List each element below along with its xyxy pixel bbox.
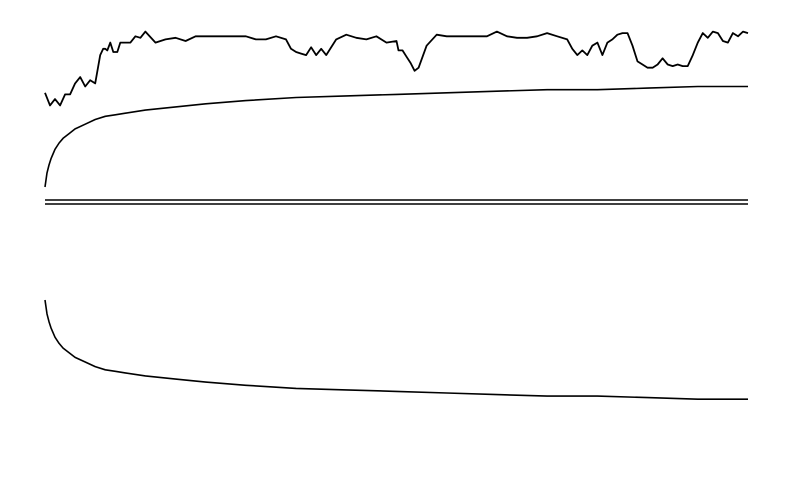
panel-1-series-2-line <box>44 85 748 188</box>
panel-2-series-1-line <box>44 299 748 400</box>
chart-marks <box>44 30 749 400</box>
panel-1-series-1-line <box>44 30 749 107</box>
